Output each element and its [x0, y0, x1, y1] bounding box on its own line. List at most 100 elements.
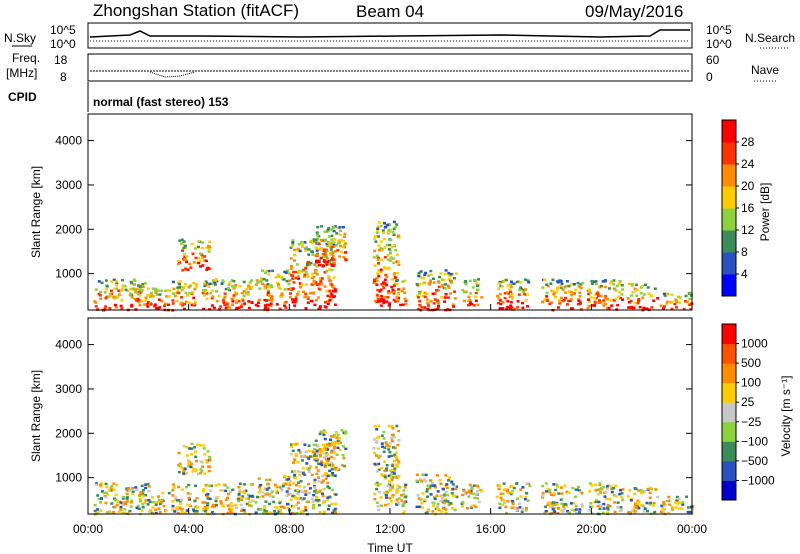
power-echo-cell	[632, 306, 636, 309]
power-echo-cell	[662, 292, 666, 296]
velocity-echo-cell	[671, 508, 674, 511]
power-echo-cell	[283, 301, 287, 305]
velocity-echo-cell	[444, 490, 448, 494]
power-echo-cell	[389, 238, 393, 242]
velocity-echo-cell	[328, 469, 332, 473]
power-echo-cell	[320, 225, 324, 228]
time-tick-label: 20:00	[576, 522, 606, 536]
power-echo-cell	[604, 296, 608, 300]
power-echo-cell	[688, 303, 692, 306]
power-echo-cell	[198, 265, 202, 268]
velocity-echo-cell	[156, 500, 160, 504]
power-echo-cell	[503, 296, 507, 300]
velocity-echo-cell	[432, 504, 436, 508]
power-echo-cell	[450, 280, 454, 283]
velocity-echo-cell	[119, 508, 123, 511]
power-echo-cell	[376, 272, 380, 275]
velocity-echo-cell	[594, 489, 598, 492]
velocity-echo-cell	[226, 504, 230, 507]
velocity-echo-cell	[334, 502, 337, 506]
velocity-echo-cell	[444, 499, 447, 503]
power-echo-cell	[570, 291, 574, 294]
velocity-echo-cell	[234, 503, 238, 507]
power-echo-cell	[332, 240, 336, 244]
power-echo-cell	[373, 237, 377, 240]
velocity-echo-cell	[561, 510, 565, 513]
power-echo-cell	[327, 241, 331, 244]
power-echo-cell	[112, 297, 116, 300]
velocity-colorbar-frame	[721, 323, 737, 501]
power-echo-cell	[461, 288, 465, 292]
velocity-echo-cell	[93, 509, 97, 513]
power-echo-cell	[315, 231, 319, 234]
velocity-echo-cell	[286, 502, 289, 506]
velocity-echo-cell	[219, 500, 223, 503]
power-echo-cell	[392, 257, 396, 260]
velocity-echo-cell	[580, 503, 584, 506]
power-echo-cell	[205, 297, 209, 301]
velocity-echo-cell	[461, 493, 465, 497]
velocity-echo-cell	[471, 492, 475, 495]
velocity-echo-cell	[224, 498, 228, 502]
power-echo-cell	[178, 280, 182, 283]
power-echo-cell	[228, 288, 232, 292]
power-echo-cell	[231, 300, 235, 303]
power-echo-cell	[549, 282, 553, 285]
power-echo-cell	[330, 283, 334, 286]
velocity-echo-cell	[288, 480, 292, 483]
power-echo-cell	[315, 273, 319, 276]
power-echo-cell	[387, 291, 391, 295]
power-echo-cell	[462, 299, 466, 303]
time-tick-label: 16:00	[476, 522, 506, 536]
power-echo-cell	[324, 306, 328, 309]
power-echo-cell	[133, 279, 137, 283]
power-echo-cell	[265, 299, 269, 302]
power-echo-cell	[305, 263, 309, 267]
power-echo-cell	[653, 287, 657, 290]
power-echo-cell	[314, 281, 318, 284]
power-echo-cell	[293, 301, 297, 304]
power-echo-cell	[393, 272, 396, 275]
velocity-echo-cell	[385, 496, 388, 499]
power-echo-cell	[254, 283, 258, 286]
velocity-echo-cell	[195, 459, 198, 463]
velocity-echo-cell	[331, 471, 334, 475]
velocity-echo-cell	[323, 431, 327, 434]
velocity-echo-cell	[380, 442, 384, 445]
power-echo-cell	[384, 273, 388, 277]
velocity-echo-cell	[377, 468, 381, 472]
velocity-echo-cell	[515, 497, 519, 500]
velocity-echo-cell	[506, 499, 510, 503]
velocity-echo-cell	[566, 510, 570, 513]
velocity-echo-cell	[402, 493, 406, 496]
velocity-echo-cell	[272, 500, 276, 504]
velocity-echo-cell	[543, 511, 547, 514]
power-echo-cell	[311, 242, 315, 245]
velocity-echo-cell	[393, 453, 397, 457]
power-echo-cell	[332, 276, 336, 279]
power-echo-cell	[133, 283, 136, 286]
velocity-echo-cell	[605, 497, 609, 501]
power-echo-cell	[403, 279, 407, 283]
velocity-echo-cell	[393, 467, 397, 470]
power-echo-cell	[394, 300, 398, 303]
power-echo-cell	[330, 285, 334, 288]
power-echo-cell	[137, 300, 141, 304]
velocity-echo-cell	[291, 449, 295, 453]
power-echo-cell	[306, 295, 310, 299]
velocity-echo-cell	[338, 448, 342, 451]
power-echo-cell	[564, 296, 568, 300]
power-echo-cell	[571, 292, 575, 295]
power-echo-cell	[689, 294, 693, 297]
power-echo-cell	[636, 301, 640, 305]
velocity-echo-cell	[210, 511, 214, 514]
power-echo-cell	[210, 289, 214, 293]
velocity-echo-cell	[326, 462, 329, 465]
power-echo-cell	[264, 306, 267, 310]
power-echo-cell	[318, 247, 322, 250]
power-echo-cell	[340, 250, 344, 254]
velocity-echo-cell	[391, 483, 395, 487]
power-echo-cell	[228, 281, 232, 284]
power-echo-cell	[509, 304, 513, 307]
velocity-echo-cell	[279, 505, 283, 508]
